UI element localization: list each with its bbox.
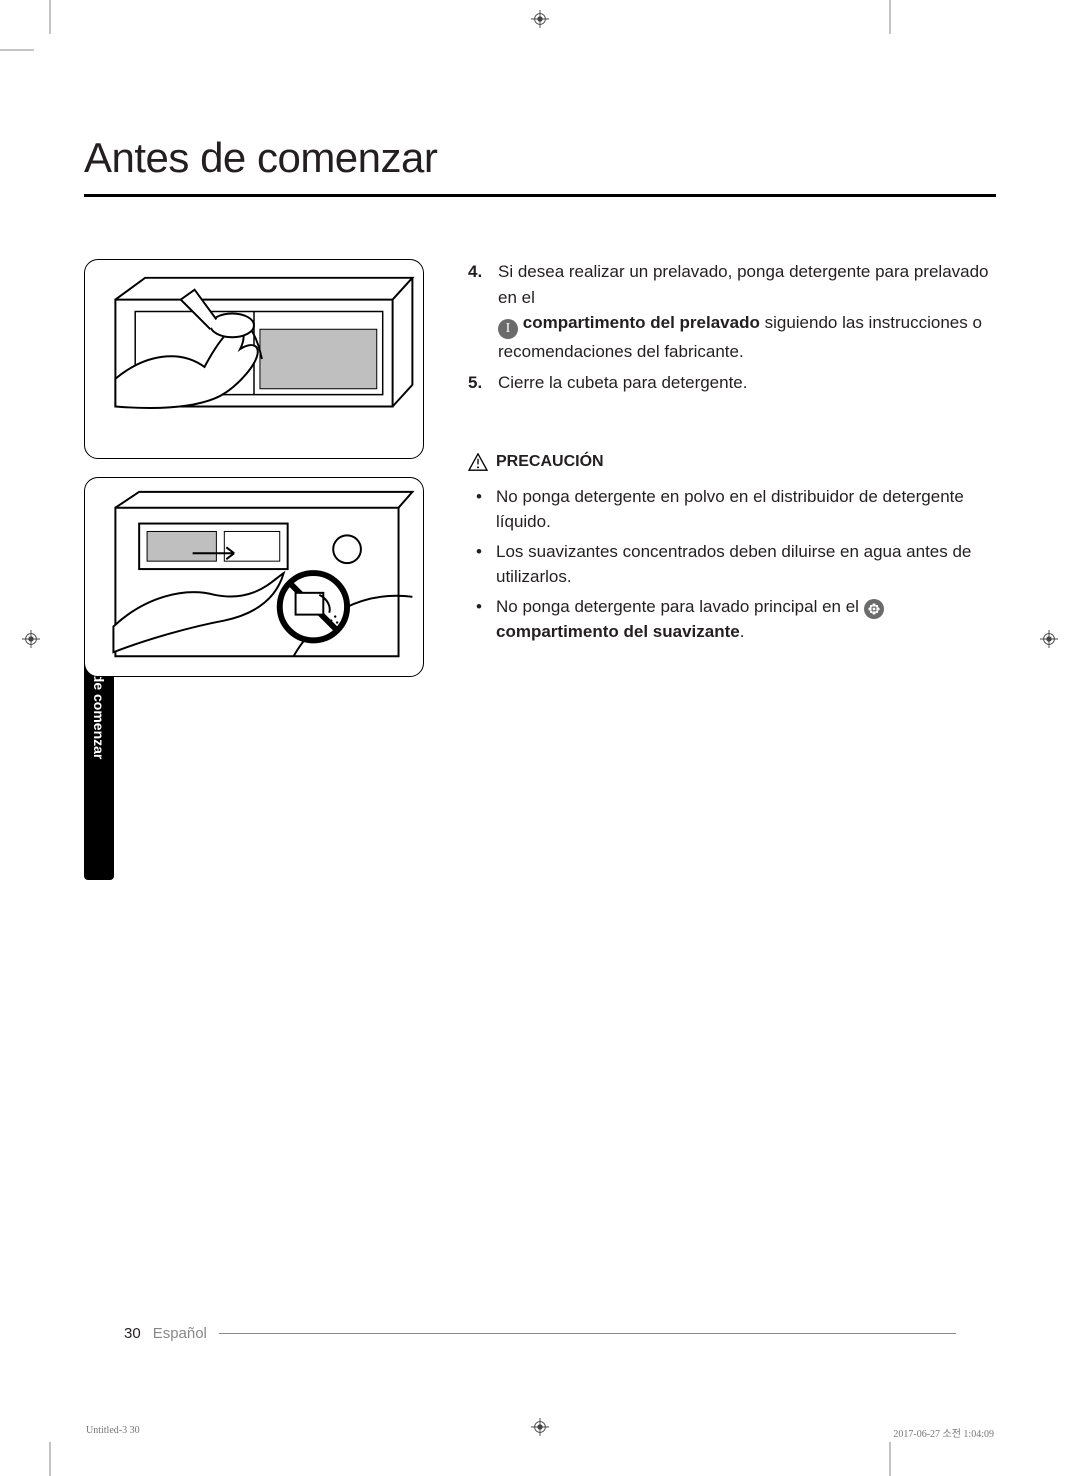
caution-item-3-post: . — [740, 622, 745, 641]
footer-rule — [219, 1333, 956, 1334]
caution-triangle-icon — [468, 453, 488, 471]
step-5-number: 5. — [468, 370, 490, 396]
step-4-number: 4. — [468, 259, 490, 364]
page-title: Antes de comenzar — [84, 134, 996, 197]
illustration-column — [84, 259, 424, 677]
crop-marks-left — [0, 40, 50, 60]
bullet-icon: • — [476, 539, 486, 590]
caution-item-2-text: Los suavizantes concentrados deben dilui… — [496, 539, 996, 590]
page-number: 30 — [124, 1325, 141, 1342]
caution-item-3-bold: compartimento del suavizante — [496, 622, 740, 641]
caution-item-2: • Los suavizantes concentrados deben dil… — [468, 539, 996, 590]
registration-mark-left — [22, 630, 40, 648]
step-5: 5. Cierre la cubeta para detergente. — [468, 370, 996, 396]
main-columns: 4. Si desea realizar un prelavado, ponga… — [84, 259, 996, 677]
caution-block: PRECAUCIÓN • No ponga detergente en polv… — [468, 450, 996, 645]
print-metadata: Untitled-3 30 2017-06-27 소전 1:04:09 — [86, 1425, 994, 1440]
print-meta-left: Untitled-3 30 — [86, 1425, 140, 1440]
caution-item-1: • No ponga detergente en polvo en el dis… — [468, 484, 996, 535]
caution-item-3-text: No ponga detergente para lavado principa… — [496, 594, 996, 645]
print-meta-right: 2017-06-27 소전 1:04:09 — [893, 1425, 994, 1440]
step-4-body: Si desea realizar un prelavado, ponga de… — [498, 259, 996, 364]
caution-label: PRECAUCIÓN — [496, 450, 604, 474]
text-column: 4. Si desea realizar un prelavado, ponga… — [468, 259, 996, 677]
prewash-compartment-icon: I — [498, 319, 518, 339]
caution-item-1-text: No ponga detergente en polvo en el distr… — [496, 484, 996, 535]
illustration-close-drawer-no-powder — [84, 477, 424, 677]
bullet-icon: • — [476, 484, 486, 535]
softener-compartment-icon — [864, 599, 884, 619]
illustration-pour-detergent — [84, 259, 424, 459]
step-4-pre: Si desea realizar un prelavado, ponga de… — [498, 262, 989, 307]
step-4-bold: compartimento del prelavado — [523, 313, 760, 332]
step-4: 4. Si desea realizar un prelavado, ponga… — [468, 259, 996, 364]
page-language: Español — [153, 1325, 207, 1342]
bullet-icon: • — [476, 594, 486, 645]
page-content: Antes de comenzar Antes de comenzar — [84, 50, 996, 1426]
page-footer: 30 Español — [124, 1325, 956, 1342]
caution-heading: PRECAUCIÓN — [468, 450, 996, 474]
caution-item-3: • No ponga detergente para lavado princi… — [468, 594, 996, 645]
registration-mark-right — [1040, 630, 1058, 648]
step-5-body: Cierre la cubeta para detergente. — [498, 370, 748, 396]
caution-item-3-pre: No ponga detergente para lavado principa… — [496, 597, 864, 616]
